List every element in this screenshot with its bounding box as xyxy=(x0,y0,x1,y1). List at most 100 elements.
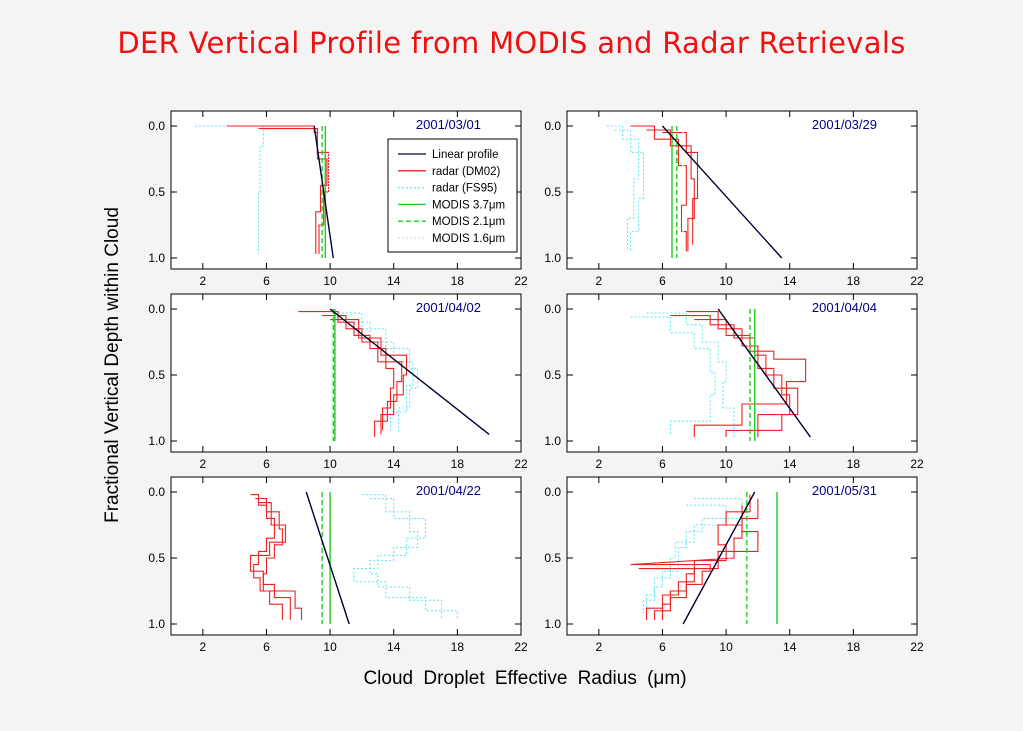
radar-fs95-series xyxy=(361,494,443,620)
x-tick-label: 2 xyxy=(595,274,602,288)
radar-fs95-series xyxy=(646,312,735,437)
x-tick-label: 14 xyxy=(783,457,797,471)
legend-label-modis16: MODIS 1.6μm xyxy=(432,233,505,245)
y-tick-label: 0.0 xyxy=(544,119,561,133)
linear-profile-line xyxy=(313,125,334,259)
legend-label-radar_dm02: radar (DM02) xyxy=(432,166,501,178)
x-tick-label: 18 xyxy=(847,640,861,654)
x-tick-label: 10 xyxy=(323,640,337,654)
x-tick-label: 10 xyxy=(323,457,337,471)
plot-frame xyxy=(170,476,522,636)
y-tick-label: 0.5 xyxy=(544,185,561,199)
x-tick-label: 18 xyxy=(847,274,861,288)
x-tick-label: 10 xyxy=(719,274,733,288)
linear-profile-line xyxy=(329,308,490,435)
x-tick-label: 14 xyxy=(387,274,401,288)
radar-fs95-series xyxy=(630,316,716,435)
x-tick-label: 6 xyxy=(263,640,270,654)
y-tick-label: 0.5 xyxy=(148,185,165,199)
x-tick-label: 10 xyxy=(323,274,337,288)
x-tick-label: 14 xyxy=(783,640,797,654)
y-tick-label: 0.5 xyxy=(148,368,165,382)
plot-area xyxy=(298,308,490,441)
radar-fs95-series xyxy=(645,504,727,609)
chart-title: DER Vertical Profile from MODIS and Rada… xyxy=(117,26,906,60)
legend: Linear profile radar (DM02) radar (FS95) MO… xyxy=(387,138,518,253)
panel-date-label: 2001/05/31 xyxy=(812,483,877,498)
radar-dm02-series xyxy=(249,502,303,620)
chart-panel-3: 2 6 10 14 18 22 0.0 0.5 1.0 2001/04/02 xyxy=(148,293,528,471)
y-tick-label: 1.0 xyxy=(544,434,561,448)
y-tick-label: 0.0 xyxy=(148,119,165,133)
chart-panel-6: 2 6 10 14 18 22 0.0 0.5 1.0 2001/05/31 xyxy=(544,476,924,654)
radar-dm02-series xyxy=(638,498,759,620)
legend-label-modis37: MODIS 3.7μm xyxy=(432,199,505,211)
linear-profile-line xyxy=(661,125,783,259)
plot-frame xyxy=(566,293,918,453)
legend-label-linear: Linear profile xyxy=(432,149,498,161)
x-tick-label: 18 xyxy=(451,640,465,654)
radar-dm02-series xyxy=(661,505,743,620)
panel-date-label: 2001/03/29 xyxy=(812,117,877,132)
plot-area xyxy=(630,308,811,441)
x-tick-label: 22 xyxy=(910,457,924,471)
y-tick-label: 0.0 xyxy=(148,485,165,499)
legend-label-radar_fs95: radar (FS95) xyxy=(432,183,497,195)
y-tick-label: 1.0 xyxy=(544,617,561,631)
plot-area xyxy=(630,491,778,625)
y-tick-label: 1.0 xyxy=(148,434,165,448)
x-tick-label: 6 xyxy=(659,457,666,471)
chart-panel-4: 2 6 10 14 18 22 0.0 0.5 1.0 2001/04/04 xyxy=(544,293,924,471)
x-tick-label: 10 xyxy=(719,457,733,471)
x-tick-label: 6 xyxy=(263,457,270,471)
x-tick-label: 18 xyxy=(451,457,465,471)
radar-dm02-series xyxy=(662,132,699,245)
x-tick-label: 2 xyxy=(595,640,602,654)
x-tick-label: 14 xyxy=(387,640,401,654)
x-tick-label: 6 xyxy=(659,640,666,654)
x-tick-label: 18 xyxy=(847,457,861,471)
radar-dm02-series xyxy=(693,319,807,437)
plot-area xyxy=(194,125,334,259)
x-tick-label: 14 xyxy=(783,274,797,288)
x-tick-label: 22 xyxy=(514,640,528,654)
y-tick-label: 1.0 xyxy=(148,617,165,631)
plot-area xyxy=(249,491,458,625)
y-tick-label: 0.5 xyxy=(148,551,165,565)
panel-date-label: 2001/04/04 xyxy=(812,300,877,315)
legend-box xyxy=(387,138,518,253)
y-tick-label: 1.0 xyxy=(148,251,165,265)
radar-fs95-series xyxy=(353,498,458,620)
radar-dm02-series xyxy=(330,319,408,435)
chart-panel-1: 2 6 10 14 18 22 0.0 0.5 1.0 2001/03/01 xyxy=(148,110,528,288)
x-tick-label: 2 xyxy=(199,274,206,288)
plot-area xyxy=(606,125,783,259)
x-tick-label: 14 xyxy=(387,457,401,471)
x-tick-label: 22 xyxy=(514,274,528,288)
x-tick-label: 6 xyxy=(659,274,666,288)
y-tick-label: 0.5 xyxy=(544,551,561,565)
panel-date-label: 2001/03/01 xyxy=(416,117,481,132)
linear-profile-line xyxy=(305,491,350,625)
x-tick-label: 2 xyxy=(199,457,206,471)
plot-frame xyxy=(566,110,918,270)
x-tick-label: 2 xyxy=(199,640,206,654)
radar-fs95-series xyxy=(614,129,644,252)
chart-panel-2: 2 6 10 14 18 22 0.0 0.5 1.0 2001/03/29 xyxy=(544,110,924,288)
x-tick-label: 2 xyxy=(595,457,602,471)
panel-date-label: 2001/04/02 xyxy=(416,300,481,315)
y-tick-label: 0.5 xyxy=(544,368,561,382)
x-tick-label: 22 xyxy=(910,274,924,288)
x-tick-label: 18 xyxy=(451,274,465,288)
x-tick-label: 22 xyxy=(514,457,528,471)
radar-dm02-series xyxy=(255,498,291,620)
y-tick-label: 0.0 xyxy=(148,302,165,316)
y-tick-label: 1.0 xyxy=(544,251,561,265)
linear-profile-line xyxy=(682,491,756,625)
x-tick-label: 22 xyxy=(910,640,924,654)
x-tick-label: 6 xyxy=(263,274,270,288)
panel-date-label: 2001/04/22 xyxy=(416,483,481,498)
x-tick-label: 10 xyxy=(719,640,733,654)
x-axis-label: Cloud Droplet Effective Radius (μm) xyxy=(363,668,687,689)
